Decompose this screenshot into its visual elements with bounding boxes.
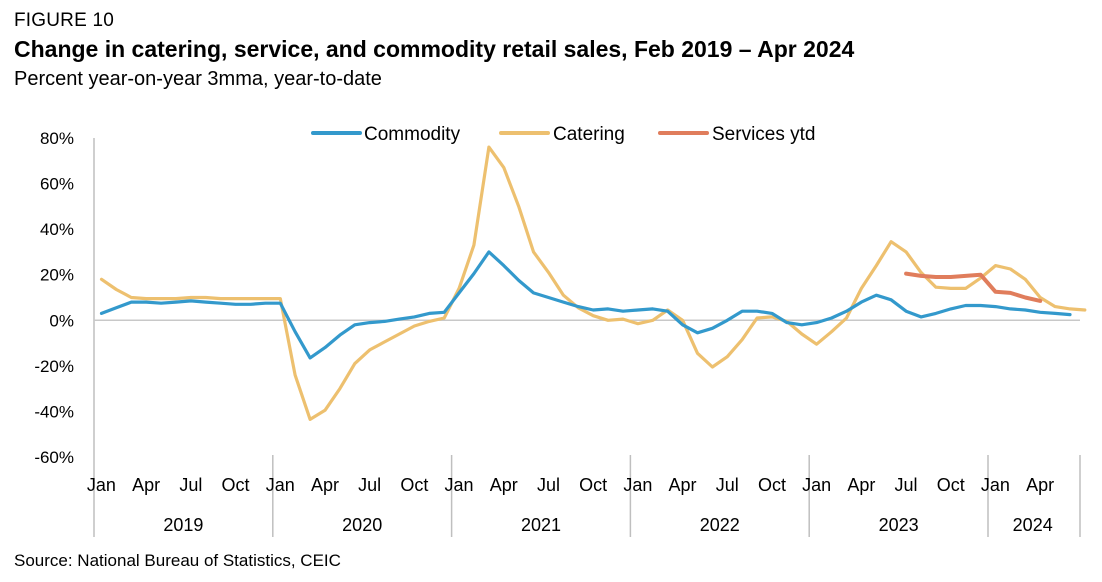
x-tick-label: Jan	[981, 475, 1010, 495]
year-label: 2021	[521, 515, 561, 535]
x-tick-label: Jan	[445, 475, 474, 495]
legend-catering-label: Catering	[553, 124, 625, 145]
services-series-line	[904, 271, 1043, 303]
x-tick-label: Jul	[716, 475, 739, 495]
source-note: Source: National Bureau of Statistics, C…	[14, 551, 341, 570]
catering-series-line	[99, 145, 1087, 421]
x-tick-label: Oct	[222, 475, 250, 495]
y-tick-label: 60%	[40, 175, 74, 194]
x-tick-label: Apr	[311, 475, 339, 495]
legend-services-label: Services ytd	[712, 124, 815, 145]
x-tick-label: Apr	[490, 475, 518, 495]
y-tick-label: -20%	[34, 357, 74, 376]
year-label: 2024	[1013, 515, 1053, 535]
x-tick-label: Oct	[758, 475, 786, 495]
x-tick-label: Oct	[937, 475, 965, 495]
x-tick-label: Jan	[623, 475, 652, 495]
y-tick-label: -40%	[34, 402, 74, 421]
legend-commodity-label: Commodity	[364, 124, 461, 145]
year-label: 2020	[342, 515, 382, 535]
x-tick-label: Jul	[537, 475, 560, 495]
figure-label: FIGURE 10	[14, 10, 114, 31]
x-tick-label: Jan	[87, 475, 116, 495]
y-tick-label: 0%	[49, 311, 74, 330]
chart-title: Change in catering, service, and commodi…	[14, 36, 855, 62]
commodity-series-line	[99, 250, 1072, 360]
y-tick-label: 20%	[40, 266, 74, 285]
x-tick-label: Jul	[358, 475, 381, 495]
x-tick-label: Jan	[266, 475, 295, 495]
x-tick-label: Apr	[1026, 475, 1054, 495]
year-label: 2022	[700, 515, 740, 535]
y-tick-label: 80%	[40, 129, 74, 148]
y-tick-label: 40%	[40, 220, 74, 239]
x-tick-label: Apr	[669, 475, 697, 495]
x-tick-label: Jul	[895, 475, 918, 495]
x-tick-label: Oct	[400, 475, 428, 495]
x-tick-label: Apr	[847, 475, 875, 495]
year-label: 2019	[163, 515, 203, 535]
year-label: 2023	[879, 515, 919, 535]
x-tick-label: Jul	[179, 475, 202, 495]
x-tick-label: Jan	[802, 475, 831, 495]
x-tick-label: Oct	[579, 475, 607, 495]
y-tick-label: -60%	[34, 448, 74, 467]
x-tick-label: Apr	[132, 475, 160, 495]
chart-subtitle: Percent year-on-year 3mma, year-to-date	[14, 68, 382, 90]
